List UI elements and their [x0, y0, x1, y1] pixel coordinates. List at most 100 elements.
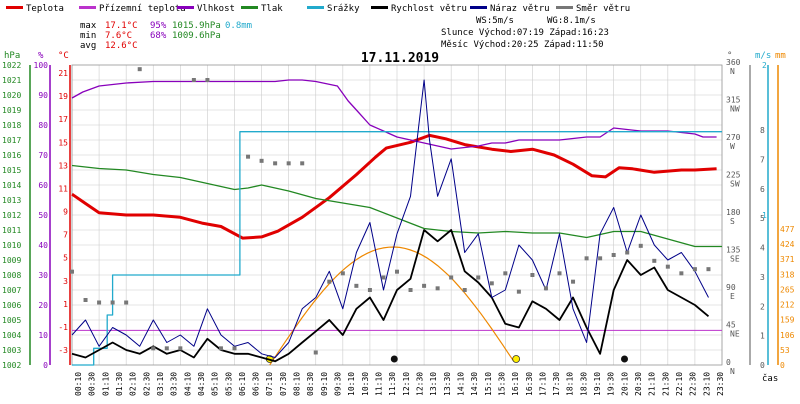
wind-direction-point — [530, 273, 535, 277]
hpa-tick: 1008 — [2, 271, 21, 280]
legend: Teplota Přízemní teplota Vlhkost Tlak Srážky… — [6, 4, 630, 14]
ms-tick: 1 — [760, 332, 765, 341]
stats-avg-temp: 12.6°C — [105, 41, 138, 51]
wind-direction-point — [679, 271, 684, 276]
x-tick: 17:10 — [538, 372, 547, 396]
dir-label-tick: SW — [730, 180, 740, 189]
wind-direction-point — [395, 269, 399, 274]
x-tick: 19:10 — [593, 372, 602, 396]
degc-tick: 5 — [63, 254, 68, 263]
mm-tick: 371 — [780, 255, 795, 264]
ms-side-tick: 2 — [762, 61, 767, 70]
legend-label-5: Rychlost větru — [391, 4, 467, 14]
stats-max-hum: 95% — [150, 21, 167, 31]
wind-direction-point — [137, 67, 142, 72]
wind-direction-point — [70, 269, 74, 274]
x-tick: 04:10 — [183, 372, 192, 396]
info-moon: Měsíc Východ:20:25 Západ:11:50 — [441, 40, 604, 50]
wind-direction-point — [178, 346, 183, 351]
pct-tick: 0 — [43, 361, 48, 370]
x-tick: 10:10 — [347, 372, 356, 396]
dir-label-tick: W — [730, 142, 735, 151]
legend-swatch-7 — [556, 6, 573, 9]
x-tick: 19:30 — [607, 372, 616, 396]
wind-direction-point — [435, 286, 440, 291]
hpa-tick: 1012 — [2, 211, 21, 220]
wind-direction-point — [489, 281, 494, 286]
hpa-tick: 1018 — [2, 121, 21, 130]
ms-tick: 6 — [760, 185, 765, 194]
info-wg: WG:8.1m/s — [547, 16, 596, 26]
wind-direction-point — [543, 286, 548, 291]
pct-tick: 40 — [38, 241, 48, 250]
x-tick: 00:30 — [88, 372, 97, 396]
moonset-icon — [390, 355, 398, 363]
x-tick: 08:30 — [306, 372, 315, 396]
x-tick: 15:30 — [497, 372, 506, 396]
legend-label-7: Směr větru — [576, 4, 630, 14]
x-tick: 07:30 — [279, 372, 288, 396]
x-tick: 16:30 — [525, 372, 534, 396]
plot-frame — [71, 64, 723, 366]
stats-min-press: 1009.6hPa — [172, 31, 221, 41]
wind-direction-point — [191, 78, 196, 82]
series-line-4 — [71, 229, 710, 363]
mm-tick: 212 — [780, 301, 795, 310]
unit-ms: m/s — [755, 51, 771, 61]
legend-swatch-4 — [307, 6, 324, 9]
ms-tick: 0 — [760, 361, 765, 370]
legend-label-2: Vlhkost — [197, 4, 235, 14]
hpa-tick: 1014 — [2, 181, 21, 190]
stats-max-temp: 17.1°C — [105, 21, 138, 31]
legend-label-1: Přízemní teplota — [99, 4, 186, 14]
wind-direction-point — [598, 256, 603, 261]
x-tick: 02:30 — [142, 372, 151, 396]
x-tick: 16:10 — [511, 372, 520, 396]
hpa-tick: 1013 — [2, 196, 21, 205]
hpa-tick: 1022 — [2, 61, 21, 70]
series-line-0 — [71, 133, 717, 240]
dir-deg-tick: 315 — [726, 96, 741, 105]
wind-direction-point — [313, 350, 318, 355]
x-tick: 17:30 — [552, 372, 561, 396]
degc-tick: 19 — [58, 92, 68, 101]
solar-radiation-line — [269, 246, 514, 366]
hpa-tick: 1004 — [2, 331, 21, 340]
x-tick: 14:10 — [456, 372, 465, 396]
stats-min-temp: 7.6°C — [105, 31, 132, 41]
stats-avg-label: avg — [80, 41, 96, 51]
x-axis-ticks: 00:10 00:30 01:10 01:30 02:10 02:30 03:10 03:30… — [74, 372, 725, 396]
wind-direction-point — [449, 275, 454, 280]
wind-direction-point — [611, 253, 616, 257]
wind-direction-point — [652, 258, 657, 263]
ms-tick: 4 — [760, 244, 765, 253]
stats-min-hum: 68% — [150, 31, 167, 41]
degc-tick: 13 — [58, 161, 68, 170]
wind-direction-point — [286, 161, 291, 166]
hpa-tick: 1007 — [2, 286, 21, 295]
wind-direction-point — [516, 289, 521, 294]
ms-tick: 7 — [760, 155, 765, 164]
mm-tick: 106 — [780, 331, 795, 340]
wind-direction-point — [584, 256, 589, 261]
wind-direction-point — [665, 264, 670, 269]
dir-label-tick: SE — [730, 255, 740, 264]
hpa-tick: 1006 — [2, 301, 21, 310]
x-tick: 06:10 — [238, 372, 247, 396]
mm-tick: 424 — [780, 240, 795, 249]
wind-direction-point — [381, 275, 386, 280]
x-tick: 03:30 — [170, 372, 179, 396]
hpa-tick: 1020 — [2, 91, 21, 100]
wind-direction-point — [164, 346, 169, 351]
stats-max-label: max — [80, 21, 97, 31]
mm-tick: 477 — [780, 225, 795, 234]
wind-direction-point — [124, 300, 129, 305]
degc-tick: -3 — [58, 346, 68, 355]
x-tick: 20:10 — [620, 372, 629, 396]
hpa-tick: 1005 — [2, 316, 21, 325]
wind-direction-point — [273, 161, 278, 166]
series-line-5 — [71, 79, 709, 358]
x-tick: 21:10 — [648, 372, 657, 396]
wind-direction-point — [340, 271, 345, 276]
